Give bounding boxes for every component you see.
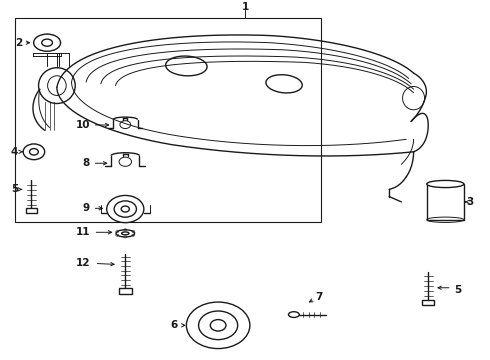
Ellipse shape bbox=[34, 34, 61, 51]
Text: 11: 11 bbox=[75, 227, 90, 237]
Text: 5: 5 bbox=[454, 284, 461, 294]
Text: 5: 5 bbox=[11, 184, 18, 194]
Text: 7: 7 bbox=[316, 292, 323, 302]
Text: 9: 9 bbox=[83, 203, 90, 213]
Text: 2: 2 bbox=[15, 38, 23, 48]
Text: 12: 12 bbox=[75, 258, 90, 268]
Ellipse shape bbox=[122, 232, 129, 235]
Ellipse shape bbox=[42, 39, 52, 46]
Bar bbox=[25, 208, 37, 213]
Text: 3: 3 bbox=[466, 197, 473, 207]
Bar bbox=[15, 18, 321, 221]
Ellipse shape bbox=[116, 230, 135, 237]
Bar bbox=[119, 288, 132, 294]
Bar bbox=[427, 184, 464, 220]
Circle shape bbox=[107, 195, 144, 222]
Text: 4: 4 bbox=[11, 147, 18, 157]
Text: 10: 10 bbox=[75, 120, 90, 130]
Text: 8: 8 bbox=[83, 158, 90, 168]
Ellipse shape bbox=[289, 312, 299, 318]
Text: 6: 6 bbox=[171, 320, 178, 330]
Bar bbox=[422, 300, 434, 305]
Ellipse shape bbox=[427, 180, 464, 188]
Text: 1: 1 bbox=[242, 2, 248, 12]
